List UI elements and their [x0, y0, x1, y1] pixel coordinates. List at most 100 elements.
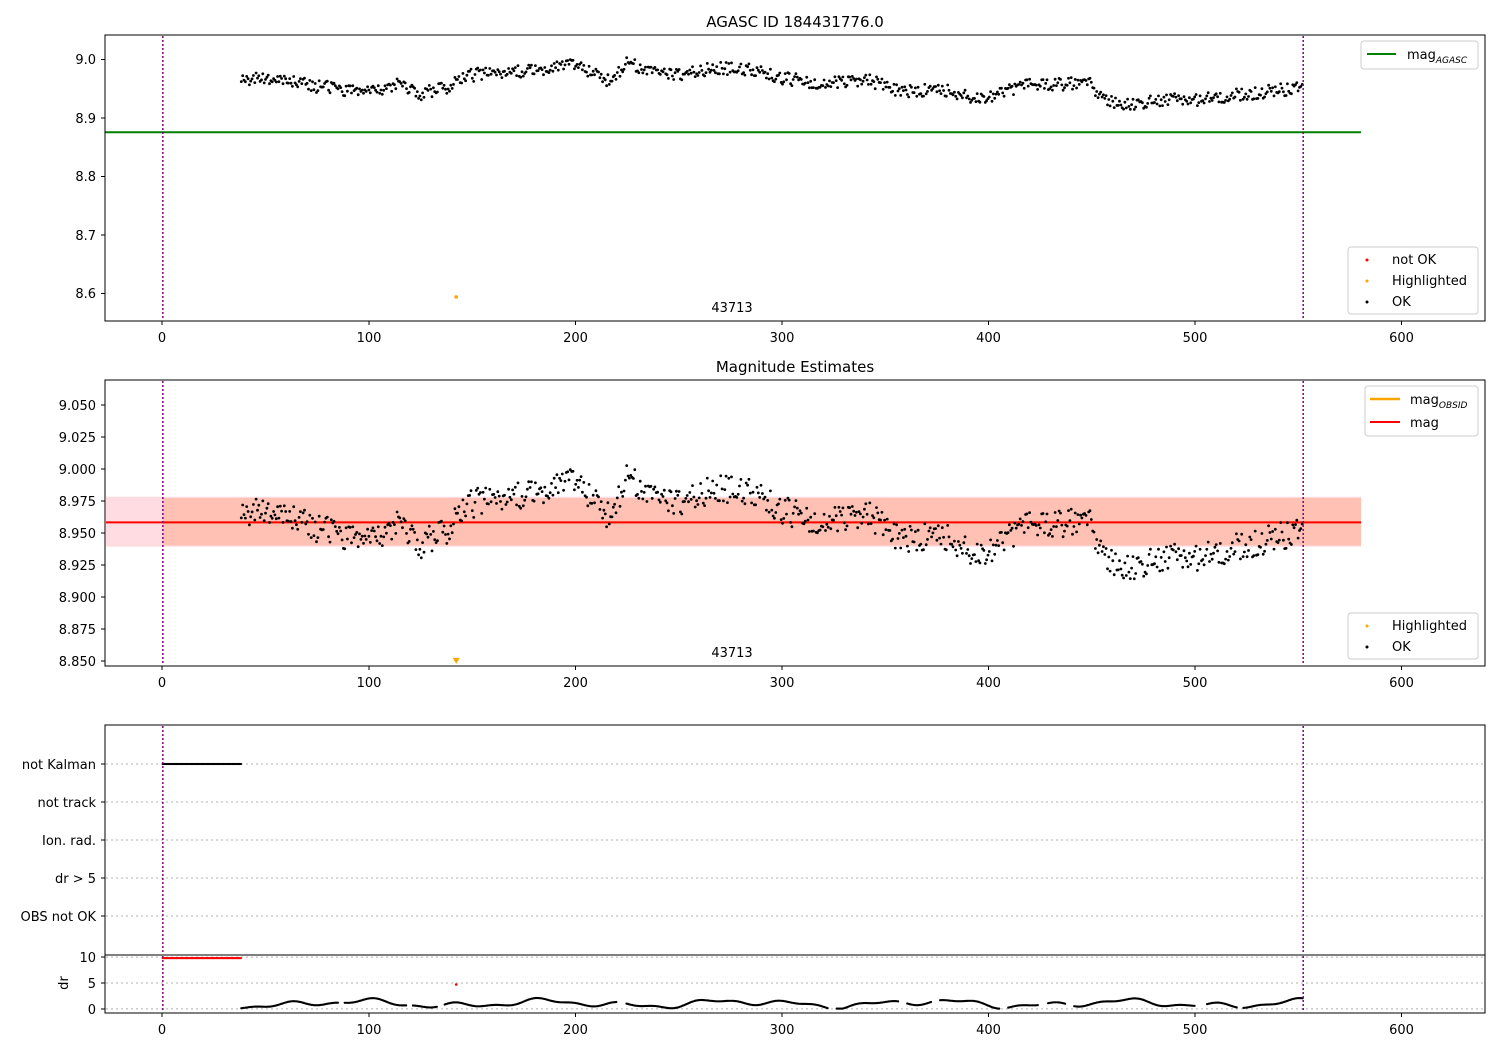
- ok-point: [368, 91, 372, 95]
- ok-point: [633, 468, 637, 472]
- ok-point: [398, 516, 402, 520]
- ok-point: [433, 538, 437, 542]
- ok-point: [472, 516, 476, 519]
- ok-point: [1217, 560, 1221, 564]
- ok-point: [1075, 530, 1078, 534]
- ok-point: [803, 81, 807, 85]
- ok-point: [311, 516, 314, 520]
- ok-point: [1244, 92, 1248, 96]
- ok-point: [509, 498, 513, 502]
- ok-point: [1147, 96, 1151, 100]
- ok-point: [669, 490, 673, 494]
- ok-point: [997, 92, 1001, 96]
- ok-point: [1245, 97, 1249, 101]
- ok-point: [1268, 86, 1272, 90]
- ok-point: [1272, 94, 1276, 98]
- top-plot-area: [105, 36, 1362, 320]
- ok-point: [613, 502, 616, 506]
- ok-point: [383, 525, 387, 529]
- ok-point: [1124, 574, 1128, 577]
- ok-point: [763, 70, 767, 74]
- ok-point: [637, 71, 641, 75]
- ok-point: [607, 522, 611, 526]
- ok-point: [577, 66, 580, 69]
- ok-point: [1173, 92, 1176, 95]
- ok-point: [355, 86, 359, 90]
- ok-point: [1145, 572, 1148, 576]
- ok-point: [902, 89, 905, 92]
- ok-point: [1068, 81, 1072, 85]
- ok-point: [699, 482, 702, 485]
- ok-point: [691, 484, 694, 487]
- ok-point: [680, 512, 684, 516]
- ok-point: [289, 520, 293, 523]
- ok-point: [842, 82, 846, 86]
- top-y-tick: 8.6: [75, 287, 96, 302]
- ok-point: [551, 69, 555, 73]
- ok-point: [1279, 521, 1283, 524]
- ok-point: [993, 96, 997, 100]
- ok-point: [675, 489, 678, 493]
- ok-point: [1141, 101, 1144, 105]
- ok-point: [954, 94, 958, 98]
- ok-point: [1051, 88, 1054, 92]
- legend-label-ok: OK: [1392, 640, 1411, 655]
- ok-point: [374, 535, 377, 539]
- ok-point: [841, 75, 845, 79]
- ok-point: [828, 514, 831, 518]
- ok-point: [803, 519, 807, 523]
- ok-point: [1131, 555, 1135, 558]
- ok-point: [959, 94, 963, 97]
- ok-point: [456, 511, 459, 515]
- ok-point: [1118, 559, 1121, 563]
- ok-point: [676, 493, 680, 497]
- ok-point: [1092, 530, 1096, 534]
- ok-point: [1073, 78, 1077, 81]
- ok-point: [864, 502, 868, 506]
- ok-point: [487, 73, 490, 77]
- ok-point: [1103, 97, 1107, 100]
- ok-point: [540, 490, 544, 493]
- ok-point: [1061, 88, 1065, 92]
- ok-point: [1158, 569, 1162, 573]
- ok-point: [1237, 539, 1241, 543]
- ok-point: [452, 522, 455, 526]
- dr-ok-point: [1235, 1006, 1238, 1009]
- ok-point: [973, 97, 976, 100]
- ok-point: [826, 525, 830, 529]
- ok-point: [1222, 101, 1226, 104]
- ok-point: [869, 522, 873, 525]
- ok-point: [270, 516, 274, 520]
- ok-point: [944, 94, 948, 98]
- ok-point: [344, 526, 348, 530]
- ok-point: [919, 92, 923, 95]
- ok-point: [1216, 95, 1219, 99]
- ok-point: [1229, 94, 1233, 97]
- ok-point: [1240, 87, 1244, 91]
- ok-point: [1079, 513, 1082, 517]
- ok-point: [1235, 87, 1238, 91]
- ok-point: [1098, 92, 1101, 96]
- ok-point: [241, 74, 245, 78]
- ok-point: [1179, 554, 1183, 557]
- top-x-tick: 100: [357, 331, 382, 346]
- ok-point: [1022, 531, 1026, 534]
- ok-point: [350, 541, 353, 545]
- ok-point: [336, 87, 340, 91]
- ok-point: [782, 517, 786, 520]
- ok-point: [624, 62, 627, 66]
- ok-point: [750, 73, 753, 77]
- ok-point: [973, 553, 976, 556]
- dr-x-tick: 100: [357, 1023, 382, 1038]
- ok-point: [673, 71, 677, 75]
- ok-point: [1110, 95, 1113, 98]
- ok-point: [1069, 507, 1073, 511]
- ok-point: [1267, 83, 1270, 87]
- ok-point: [274, 80, 278, 84]
- ok-point: [1300, 522, 1304, 526]
- ok-point: [1174, 95, 1178, 99]
- ok-point: [987, 95, 991, 99]
- ok-point: [813, 512, 817, 516]
- ok-point: [696, 503, 700, 506]
- ok-point: [591, 493, 595, 497]
